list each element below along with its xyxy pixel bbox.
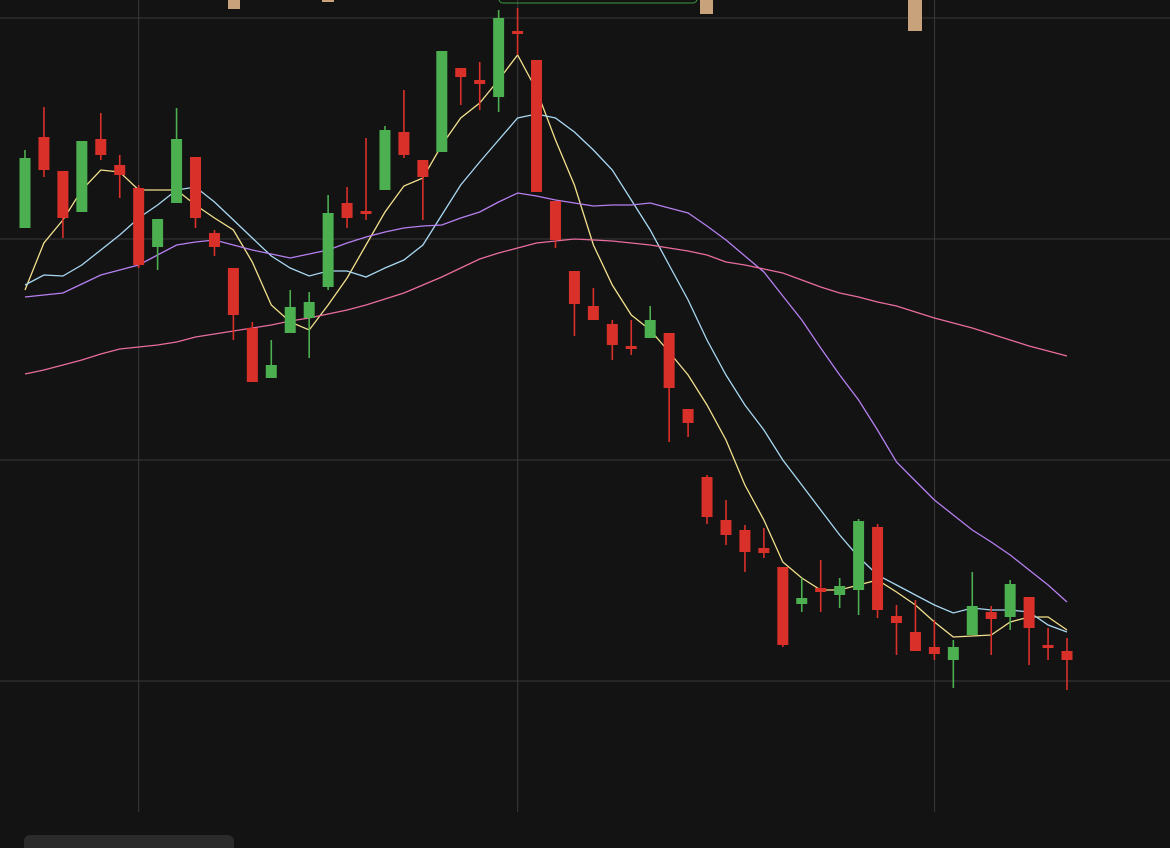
candle-body — [890, 616, 902, 623]
candle-body — [1061, 651, 1073, 660]
highlight-box — [498, 0, 698, 4]
candle-body — [966, 606, 978, 635]
candle-body — [417, 160, 429, 177]
candle-body — [663, 333, 675, 388]
moving-average-line — [24, 238, 1068, 375]
candle-body — [909, 632, 921, 651]
candle-body — [928, 647, 940, 654]
candle-body — [682, 409, 694, 423]
candle-body — [152, 219, 164, 247]
candle-body — [701, 477, 713, 517]
candle-body — [19, 158, 31, 228]
candle-body — [360, 211, 372, 214]
candle-body — [985, 612, 997, 619]
candle-body — [322, 213, 334, 287]
candle-body — [625, 346, 637, 349]
moving-average-line — [24, 192, 1068, 603]
candle-body — [474, 80, 486, 84]
candle-body — [57, 171, 69, 218]
candle-body — [95, 139, 107, 155]
candle-body — [512, 31, 524, 34]
candle-body — [739, 530, 751, 552]
candle-body — [947, 647, 959, 660]
marker — [322, 0, 334, 2]
candle-body — [853, 521, 865, 590]
marker — [700, 0, 713, 14]
candle-body — [246, 328, 258, 382]
candle-body — [455, 68, 467, 77]
candle-body — [568, 271, 580, 304]
candle-body — [777, 567, 789, 645]
candle-body — [493, 18, 505, 97]
candle-body — [303, 302, 315, 318]
candle-body — [758, 548, 770, 553]
candle-body — [76, 141, 88, 212]
vertical-grid — [138, 0, 936, 812]
candle-body — [171, 139, 183, 203]
candle-body — [587, 306, 599, 320]
candle-body — [720, 520, 732, 535]
horizontal-grid — [0, 17, 1170, 682]
candle-body — [38, 137, 50, 170]
candle-body — [815, 588, 827, 592]
candle-body — [1042, 645, 1054, 648]
candle-body — [114, 165, 126, 175]
marker — [908, 0, 922, 31]
candle-body — [379, 130, 391, 190]
bottom-button[interactable] — [24, 835, 234, 848]
candle-body — [644, 320, 656, 338]
candle-body — [227, 268, 239, 315]
candle-body — [1023, 597, 1035, 628]
candle-body — [834, 586, 846, 595]
candle-body — [190, 157, 202, 218]
candle-body — [1004, 584, 1016, 617]
candle-body — [284, 307, 296, 333]
candle-body — [549, 201, 561, 240]
candle-body — [133, 188, 145, 265]
candle-body — [531, 60, 543, 192]
candle-body — [436, 51, 448, 152]
candles — [19, 8, 1073, 690]
candle-body — [341, 203, 353, 218]
candle-body — [398, 132, 410, 155]
candle-body — [265, 365, 277, 378]
top-decorations — [228, 0, 922, 31]
candle-body — [796, 598, 808, 604]
candle-body — [872, 527, 884, 610]
marker — [228, 0, 240, 9]
candle-body — [208, 233, 220, 247]
candle-body — [606, 324, 618, 345]
